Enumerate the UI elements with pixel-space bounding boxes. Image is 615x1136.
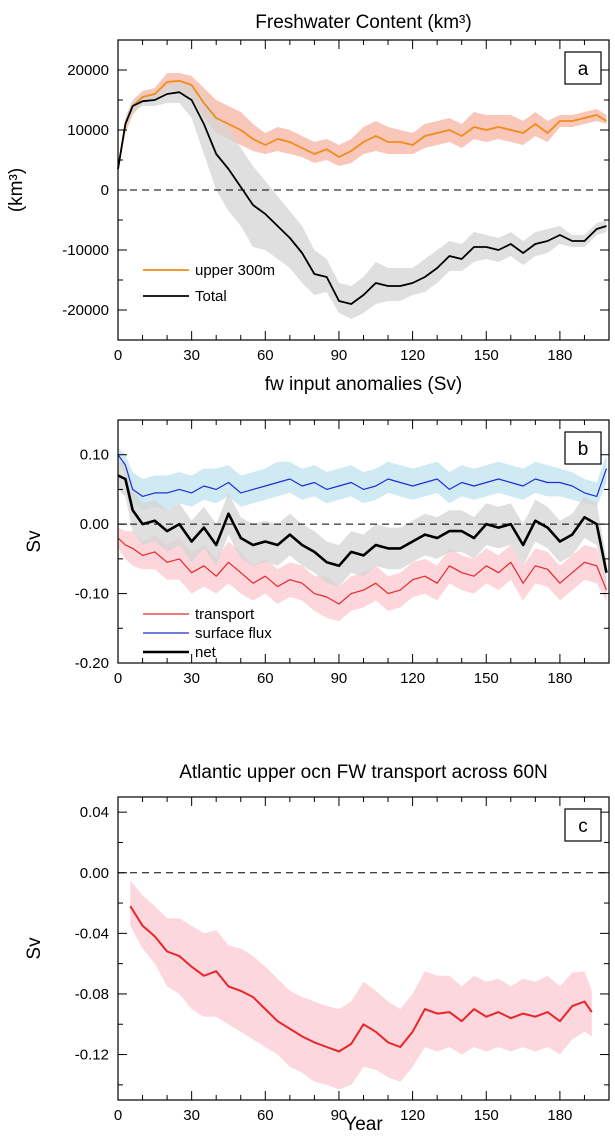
panel-a-xtick-label-6: 180 <box>547 347 572 364</box>
panel-a: 0 30 60 90 120 150 180 20000 10000 0 -10000 -20000 F… <box>6 12 610 395</box>
panel-a-ylabel: (km³) <box>6 168 27 212</box>
panel-b-ytick-label-0: 0.10 <box>80 447 109 464</box>
panel-a-series-line-1 <box>117 91 607 305</box>
panel-b-ytick-label-1: 0.00 <box>80 516 109 533</box>
panel-b-xtick-label-4: 120 <box>400 670 425 687</box>
panel-c-label: c <box>578 816 588 837</box>
panel-c-xtick-label-3: 90 <box>331 1107 348 1124</box>
panel-c-title: Atlantic upper ocn FW transport across 6… <box>179 762 548 783</box>
panel-b-label: b <box>578 439 589 460</box>
panel-c-ytick-label-2: -0.04 <box>75 925 109 942</box>
panel-b-ytick-label-3: -0.20 <box>75 655 109 672</box>
panel-b-xtick-label-2: 60 <box>257 670 274 687</box>
panel-a-series-line-0 <box>117 79 607 170</box>
panel-a-ytick-label-3: -10000 <box>62 242 109 259</box>
panel-c: 0 30 60 90 120 150 180 0.04 0.00 -0.04 -0.08 -0.12 A… <box>24 762 610 1135</box>
panel-a-xtick-label-5: 150 <box>474 347 499 364</box>
panel-a-ytick-label-0: 20000 <box>67 62 109 79</box>
panel-a-ytick-label-4: -20000 <box>62 302 109 319</box>
panel-c-xtick-label-6: 180 <box>547 1107 572 1124</box>
panel-c-label-box <box>564 808 602 842</box>
panel-b-ytick-label-2: -0.10 <box>75 586 109 603</box>
panel-a-ytick-label-2: 0 <box>101 182 109 199</box>
panel-a-ytick-label-1: 10000 <box>67 122 109 139</box>
panel-a-xlabel: fw input anomalies (Sv) <box>265 374 462 395</box>
panel-c-ylabel: Sv <box>24 937 45 960</box>
panel-c-ytick-label-1: 0.00 <box>80 865 109 882</box>
panel-a-label: a <box>578 59 589 80</box>
panel-c-xtick-label-2: 60 <box>257 1107 274 1124</box>
panel-c-xtick-label-4: 120 <box>400 1107 425 1124</box>
panel-a-xtick-label-3: 90 <box>331 347 348 364</box>
panel-c-ytick-label-4: -0.12 <box>75 1047 109 1064</box>
panel-b-legend-label-1: surface flux <box>195 625 272 642</box>
panel-c-series-line-0 <box>129 905 593 1053</box>
panel-c-xtick-label-0: 0 <box>114 1107 122 1124</box>
panel-b-xtick-label-1: 30 <box>183 670 200 687</box>
panel-b-ylabel: Sv <box>24 530 45 553</box>
panel-b-band-2 <box>118 461 607 587</box>
panel-b-band-1 <box>118 447 607 511</box>
panel-a-legend-label-1: Total <box>195 288 227 305</box>
panel-a-xtick-label-0: 0 <box>114 347 122 364</box>
panel-b-xtick-label-3: 90 <box>331 670 348 687</box>
panel-b-xtick-label-0: 0 <box>114 670 122 687</box>
panel-a-label-box <box>564 51 602 85</box>
panel-c-ytick-label-0: 0.04 <box>80 804 109 821</box>
panel-a-title: Freshwater Content (km³) <box>255 12 471 33</box>
panel-b-series-line-1 <box>117 454 608 497</box>
panel-b-label-box <box>564 431 602 465</box>
panel-c-band-0 <box>130 880 592 1090</box>
panel-c-xlabel: Year <box>344 1114 383 1135</box>
panel-b-series-line-2 <box>117 474 608 573</box>
panel-a-xtick-label-2: 60 <box>257 347 274 364</box>
panel-a-xtick-label-4: 120 <box>400 347 425 364</box>
panel-c-xtick-label-1: 30 <box>183 1107 200 1124</box>
panel-b-xtick-label-5: 150 <box>474 670 499 687</box>
panel-b-legend-label-0: transport <box>195 606 255 623</box>
panel-a-xtick-label-1: 30 <box>183 347 200 364</box>
panel-b: 0 30 60 90 120 150 180 0.10 0.00 -0.10 -0.20 Sv b tra… <box>24 419 610 687</box>
panel-b-series-line-0 <box>117 537 608 605</box>
panel-b-legend-label-2: net <box>195 644 217 661</box>
panel-a-legend-label-0: upper 300m <box>195 262 275 279</box>
panel-b-xtick-label-6: 180 <box>547 670 572 687</box>
panel-c-ytick-label-3: -0.08 <box>75 986 109 1003</box>
panel-c-xtick-label-5: 150 <box>474 1107 499 1124</box>
